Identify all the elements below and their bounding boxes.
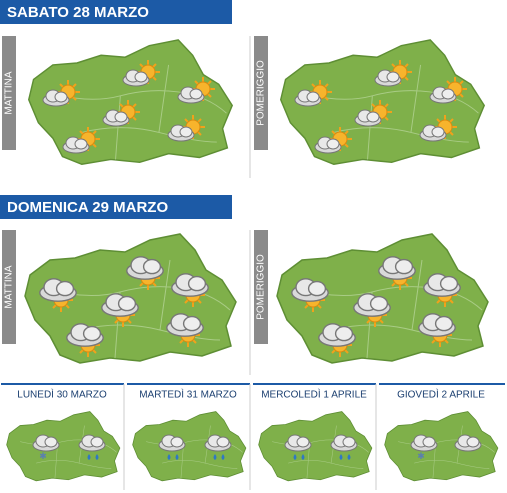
- outlook-day: MARTEDÌ 31 MARZO: [139, 388, 237, 401]
- outlook-panel: GIOVEDÌ 2 APRILE: [379, 383, 505, 482]
- header-bar: [0, 0, 232, 24]
- outlook-panel: MARTEDÌ 31 MARZO: [127, 383, 251, 490]
- label-bar: [254, 36, 268, 150]
- outlook-day: MERCOLEDÌ 1 APRILE: [261, 388, 367, 401]
- day-title: SABATO 28 MARZO: [7, 4, 149, 21]
- outlook-panel: MERCOLEDÌ 1 APRILE: [253, 383, 377, 490]
- label-bar: [254, 230, 268, 344]
- panel-label: POMERIGGIO: [256, 254, 267, 320]
- panel: POMERIGGIO: [254, 36, 485, 165]
- label-bar: [2, 230, 16, 344]
- panel-label: MATTINA: [4, 71, 15, 114]
- outlook: LUNEDÌ 30 MARZO MARTEDÌ 31 MARZO MERCOLE…: [1, 383, 505, 490]
- panel: MATTINA: [2, 230, 237, 364]
- header-bar: [0, 195, 232, 219]
- day-title: DOMENICA 29 MARZO: [7, 199, 168, 216]
- panel: POMERIGGIO: [254, 230, 489, 364]
- outlook-day: LUNEDÌ 30 MARZO: [17, 388, 107, 401]
- outlook-day: GIOVEDÌ 2 APRILE: [397, 388, 485, 401]
- panel-label: POMERIGGIO: [256, 60, 267, 126]
- label-bar: [2, 36, 16, 150]
- panel: MATTINA: [2, 36, 233, 165]
- panel-label: MATTINA: [4, 265, 15, 308]
- outlook-panel: LUNEDÌ 30 MARZO: [1, 383, 125, 490]
